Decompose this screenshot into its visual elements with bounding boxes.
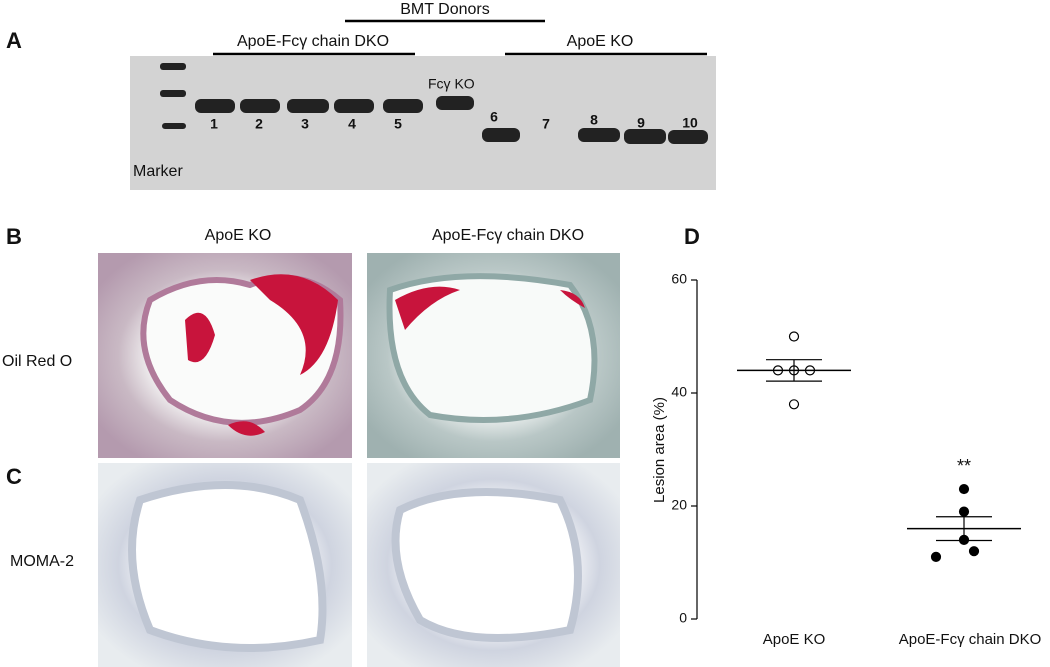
lane-label: 7 (542, 116, 550, 132)
y-tick-label: 0 (679, 610, 687, 626)
x-tick-label: ApoE-Fcγ chain DKO (899, 631, 1042, 648)
y-tick-label: 40 (671, 384, 687, 400)
row-label: Oil Red O (2, 353, 72, 370)
lesion (250, 274, 338, 375)
group-label: ApoE KO (567, 33, 634, 50)
lane-label: 10 (682, 115, 698, 131)
gel (130, 56, 716, 190)
lane-label: 8 (590, 112, 598, 128)
column-label: ApoE-Fcγ chain DKO (432, 227, 584, 244)
lane-label: 9 (637, 115, 645, 131)
x-tick-label: ApoE KO (763, 631, 826, 648)
data-point (788, 331, 800, 342)
data-point (930, 551, 942, 562)
y-tick-label: 20 (671, 497, 687, 513)
row-label: MOMA-2 (10, 553, 74, 570)
data-point (958, 506, 970, 517)
lesion (395, 286, 585, 330)
lesion (185, 312, 265, 436)
panel-label: B (6, 224, 22, 249)
lane-labels: 1 2 3 4 5 6 7 8 9 10 (210, 109, 698, 132)
data-point (968, 546, 980, 557)
data-point (958, 483, 970, 495)
group-label: ApoE-Fcγ chain DKO (237, 33, 389, 50)
data-point (788, 399, 800, 410)
group-title: BMT Donors (400, 1, 490, 18)
lane-label: 5 (394, 116, 402, 132)
marker-label: Marker (133, 163, 183, 180)
lumen (391, 488, 582, 642)
control-label: Fcγ KO (428, 76, 475, 92)
lane-label: 1 (210, 116, 218, 132)
lumen (128, 481, 327, 652)
lane-label: 4 (348, 116, 356, 132)
lane-label: 2 (255, 116, 263, 132)
panel-label: D (684, 224, 700, 249)
lane-label: 3 (301, 116, 309, 132)
lumen (386, 273, 598, 423)
column-label: ApoE KO (205, 227, 272, 244)
y-tick-label: 60 (671, 271, 687, 287)
lane-label: 6 (490, 109, 498, 125)
significance-label: ** (957, 456, 971, 476)
panel-label: C (6, 464, 22, 489)
y-axis-label: Lesion area (%) (651, 397, 668, 503)
gel-bands (160, 63, 708, 144)
panel-label: A (6, 28, 22, 53)
